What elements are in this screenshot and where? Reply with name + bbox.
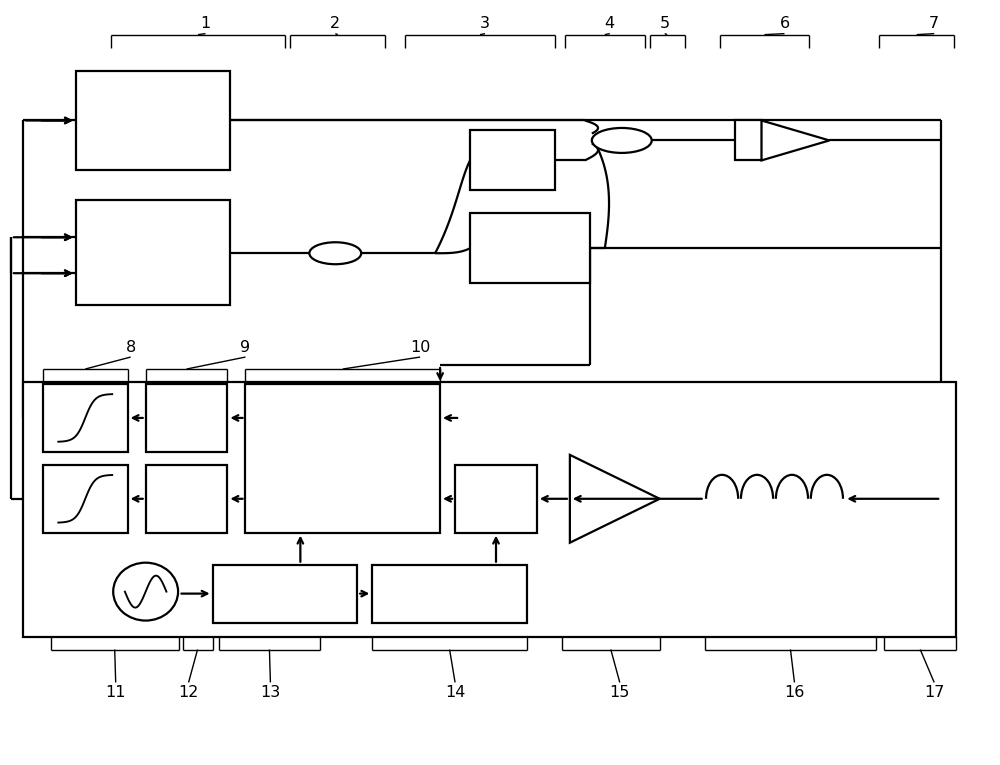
Bar [455, 465, 537, 532]
Text: 15: 15 [610, 685, 630, 700]
Text: 4: 4 [605, 16, 615, 31]
Text: 3: 3 [480, 16, 490, 31]
Text: 1: 1 [200, 16, 211, 31]
Text: 12: 12 [178, 685, 199, 700]
Bar [245, 384, 440, 532]
Bar [43, 384, 128, 452]
Text: 7: 7 [929, 16, 939, 31]
Text: 17: 17 [924, 685, 944, 700]
Text: 13: 13 [260, 685, 281, 700]
Bar [470, 131, 555, 190]
Bar [213, 565, 357, 623]
Bar [146, 465, 227, 532]
Text: 2: 2 [330, 16, 340, 31]
Bar [76, 200, 230, 305]
Bar [23, 382, 956, 636]
Polygon shape [762, 120, 829, 161]
Text: 5: 5 [660, 16, 670, 31]
Ellipse shape [592, 128, 652, 153]
Bar [43, 465, 128, 532]
Text: 14: 14 [445, 685, 465, 700]
Ellipse shape [113, 563, 178, 620]
Text: 9: 9 [240, 340, 251, 354]
Polygon shape [570, 455, 660, 542]
Text: 11: 11 [105, 685, 126, 700]
Bar [735, 120, 762, 161]
Text: 6: 6 [779, 16, 790, 31]
Bar [372, 565, 527, 623]
Bar [146, 384, 227, 452]
Ellipse shape [309, 243, 361, 264]
Bar [76, 70, 230, 171]
Text: 10: 10 [410, 340, 430, 354]
Bar [470, 213, 590, 283]
Text: 16: 16 [784, 685, 805, 700]
Text: 8: 8 [126, 340, 136, 354]
